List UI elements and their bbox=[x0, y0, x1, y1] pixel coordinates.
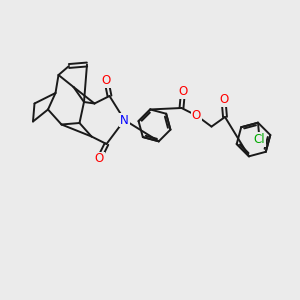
Text: O: O bbox=[102, 74, 111, 88]
Text: O: O bbox=[94, 152, 103, 166]
Text: O: O bbox=[219, 93, 228, 106]
Text: O: O bbox=[178, 85, 188, 98]
Text: O: O bbox=[192, 109, 201, 122]
Text: Cl: Cl bbox=[254, 133, 265, 146]
Text: N: N bbox=[120, 113, 129, 127]
